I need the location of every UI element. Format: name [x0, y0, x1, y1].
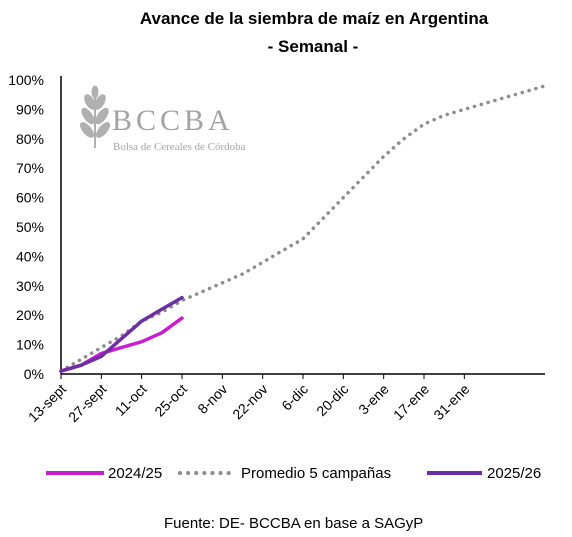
watermark-logo: BCCBA Bolsa de Cereales de Córdoba — [79, 85, 246, 153]
legend-label-promedio: Promedio 5 campañas — [241, 465, 391, 482]
legend-item-2025-26: 2025/26 — [427, 465, 541, 482]
chart-subtitle: - Semanal - — [268, 37, 359, 56]
y-axis: 0% 10% 20% 30% 40% 50% 60% 70% 80% 90% 100% — [8, 72, 62, 382]
watermark-tagline: Bolsa de Cereales de Córdoba — [113, 141, 246, 153]
x-tick-label: 13-sept — [25, 381, 69, 425]
x-tick-label: 20-dic — [313, 381, 351, 419]
x-tick-label: 25-oct — [151, 381, 190, 420]
y-tick-label: 20% — [16, 307, 44, 323]
series-lines — [59, 84, 547, 373]
y-tick-label: 30% — [16, 278, 44, 294]
wheat-icon — [79, 85, 111, 148]
source-note: Fuente: DE- BCCBA en base a SAGyP — [164, 515, 423, 532]
y-tick-label: 100% — [8, 72, 44, 88]
y-tick-label: 0% — [24, 366, 44, 382]
x-tick-label: 8-nov — [194, 381, 230, 417]
legend-item-promedio: Promedio 5 campañas — [178, 465, 391, 482]
y-tick-label: 70% — [16, 160, 44, 176]
chart-title: Avance de la siembra de maíz en Argentin… — [140, 9, 489, 28]
x-tick-label: 11-oct — [112, 381, 150, 419]
y-tick-label: 50% — [16, 219, 44, 235]
x-tick-label: 17-ene — [390, 381, 432, 423]
legend-label-2025-26: 2025/26 — [487, 465, 541, 482]
y-tick-label: 60% — [16, 190, 44, 206]
y-tick-label: 40% — [16, 248, 44, 264]
legend: 2024/25 Promedio 5 campañas 2025/26 — [46, 465, 541, 482]
x-tick-label: 31-ene — [430, 381, 472, 423]
y-tick-label: 10% — [16, 337, 44, 353]
legend-label-2024-25: 2024/25 — [108, 465, 162, 482]
y-tick-label: 90% — [16, 101, 44, 117]
x-tick-label: 27-sept — [65, 381, 109, 425]
x-tick-label: 22-nov — [229, 381, 271, 423]
x-tick-label: 3-ene — [355, 381, 392, 418]
y-tick-label: 80% — [16, 131, 44, 147]
x-tick-label: 6-dic — [278, 381, 311, 414]
series-line-2024-25 — [59, 316, 184, 373]
legend-item-2024-25: 2024/25 — [46, 465, 162, 482]
watermark-name: BCCBA — [112, 104, 234, 137]
